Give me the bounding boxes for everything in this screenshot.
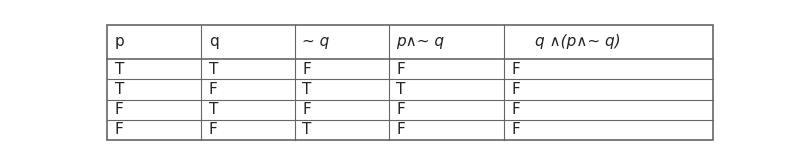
Text: F: F: [511, 102, 520, 117]
Text: F: F: [511, 62, 520, 77]
Text: ~ q: ~ q: [302, 34, 330, 49]
Text: F: F: [302, 102, 311, 117]
Text: T: T: [302, 122, 312, 137]
Text: T: T: [115, 82, 124, 97]
Text: T: T: [396, 82, 406, 97]
Text: F: F: [209, 122, 218, 137]
Text: F: F: [511, 82, 520, 97]
Text: T: T: [209, 62, 218, 77]
Text: F: F: [115, 102, 124, 117]
Text: p∧~ q: p∧~ q: [396, 34, 444, 49]
Text: F: F: [396, 122, 405, 137]
Text: F: F: [115, 122, 124, 137]
Text: F: F: [396, 102, 405, 117]
Text: F: F: [302, 62, 311, 77]
Text: F: F: [396, 62, 405, 77]
Text: q ∧(p∧~ q): q ∧(p∧~ q): [535, 34, 621, 49]
Text: T: T: [302, 82, 312, 97]
Text: q: q: [209, 34, 218, 49]
Text: T: T: [209, 102, 218, 117]
Text: p: p: [115, 34, 125, 49]
Text: F: F: [511, 122, 520, 137]
Text: F: F: [209, 82, 218, 97]
Text: T: T: [115, 62, 124, 77]
